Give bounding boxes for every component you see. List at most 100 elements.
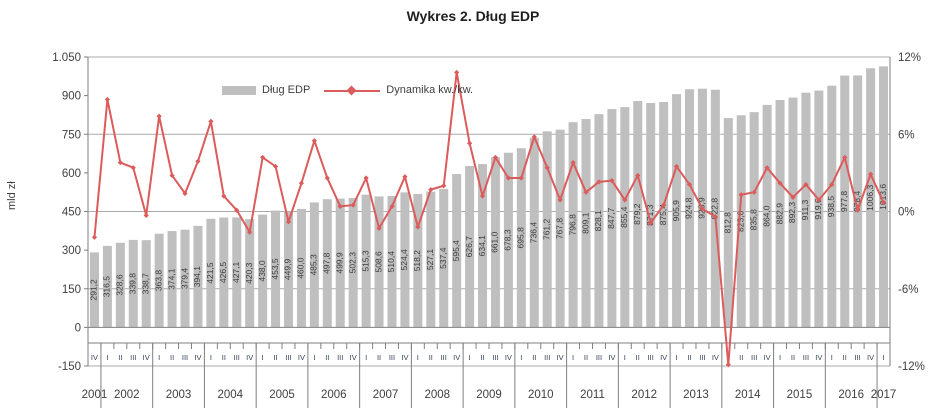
bar-value-label: 847,7: [606, 207, 616, 229]
quarter-label: I: [882, 353, 884, 362]
bar-value-label: 977,8: [839, 191, 849, 213]
bar: [516, 148, 526, 328]
line-point-marker: [764, 165, 770, 171]
line-point-marker: [867, 171, 874, 177]
bar: [167, 231, 177, 328]
quarter-label: II: [222, 353, 226, 362]
year-label: 2002: [114, 389, 140, 401]
line-point-marker: [169, 172, 175, 179]
bar: [633, 100, 643, 328]
quarter-label: IV: [143, 353, 150, 362]
bar: [219, 217, 229, 328]
quarter-label: IV: [608, 353, 615, 362]
line-point-marker: [803, 181, 809, 188]
bar-value-label: 736,4: [529, 222, 539, 244]
bar: [102, 245, 112, 328]
bar: [465, 165, 475, 328]
bar: [193, 225, 203, 328]
quarter-label: I: [831, 353, 833, 362]
bar-value-label: 864,0: [761, 205, 771, 227]
bar: [555, 129, 565, 328]
quarter-label: II: [170, 353, 174, 362]
y-axis-title: mld zł: [6, 181, 18, 210]
quarter-label: II: [325, 353, 329, 362]
legend-item-line: Dynamika kw./kw.: [324, 84, 473, 96]
line-point-marker: [130, 165, 136, 171]
bar-value-label: 922,8: [710, 198, 720, 220]
bar-value-label: 823,6: [735, 210, 745, 232]
bar: [490, 157, 500, 328]
year-label: 2010: [528, 389, 554, 401]
right-axis-tick-label: 12%: [898, 52, 921, 64]
bar: [801, 92, 811, 328]
line-point-marker: [661, 202, 667, 208]
line-point-marker: [673, 163, 680, 170]
bar-value-label: 938,5: [826, 196, 836, 218]
quarter-label: II: [687, 353, 691, 362]
quarter-label: II: [584, 353, 588, 362]
line-point-marker: [156, 113, 162, 119]
bar: [749, 112, 759, 328]
bar-value-label: 453,5: [270, 258, 280, 280]
quarter-label: IV: [660, 353, 667, 362]
legend-bar-label: Dług EDP: [262, 84, 311, 96]
quarter-label: I: [210, 353, 212, 362]
bar-value-label: 374,1: [166, 268, 176, 290]
line-point-marker: [247, 229, 253, 235]
year-label: 2008: [424, 389, 450, 401]
bar: [322, 199, 332, 328]
quarter-label: II: [429, 353, 433, 362]
bar-value-label: 871,3: [645, 204, 655, 226]
year-label: 2016: [838, 389, 864, 401]
bar-value-label: 828,1: [593, 210, 603, 232]
bar: [245, 219, 255, 328]
year-label: 2006: [321, 389, 347, 401]
line-point-marker: [415, 224, 421, 230]
right-axis-tick-label: -12%: [898, 361, 925, 373]
bar-value-label: 537,4: [438, 247, 448, 269]
bar: [374, 196, 384, 328]
bar-value-label: 291,2: [89, 279, 99, 301]
quarter-label: III: [855, 353, 861, 362]
quarter-label: I: [624, 353, 626, 362]
bar: [788, 97, 798, 328]
bar: [128, 239, 138, 328]
bar: [529, 137, 539, 328]
bar: [542, 131, 552, 328]
quarter-label: I: [572, 353, 574, 362]
left-axis-tick-label: 150: [62, 284, 81, 296]
quarter-label: IV: [401, 353, 408, 362]
right-axis-tick-label: 6%: [898, 129, 915, 141]
quarter-label: II: [118, 353, 122, 362]
bar-value-label: 695,8: [516, 227, 526, 249]
bar-value-label: 978,4: [852, 191, 862, 213]
legend: Dług EDP Dynamika kw./kw.: [222, 84, 473, 96]
line-point-marker: [635, 172, 641, 179]
line-point-marker: [816, 197, 822, 203]
line-point-marker: [91, 234, 98, 240]
quarter-label: III: [648, 353, 654, 362]
bar-value-label: 835,8: [748, 209, 758, 231]
line-point-marker: [298, 180, 305, 186]
quarter-label: IV: [505, 353, 512, 362]
bar: [672, 94, 682, 328]
quarter-label: II: [480, 353, 484, 362]
bar-value-label: 426,5: [218, 262, 228, 284]
quarter-label: I: [262, 353, 264, 362]
year-label: 2005: [269, 389, 295, 401]
quarter-label: I: [520, 353, 522, 362]
bar-value-label: 919,6: [813, 198, 823, 220]
bar-value-label: 595,4: [451, 240, 461, 262]
left-axis-tick-label: 450: [62, 207, 81, 219]
quarter-label: III: [492, 353, 498, 362]
bar-value-label: 508,6: [373, 251, 383, 273]
bar-value-label: 527,1: [425, 249, 435, 271]
quarter-label: I: [779, 353, 781, 362]
left-axis-tick-label: 0: [75, 322, 81, 334]
quarter-label: II: [273, 353, 277, 362]
line-point-marker: [221, 193, 227, 199]
bar-value-label: 339,8: [128, 273, 138, 295]
bar-value-label: 879,2: [632, 203, 642, 225]
bar: [413, 193, 423, 328]
